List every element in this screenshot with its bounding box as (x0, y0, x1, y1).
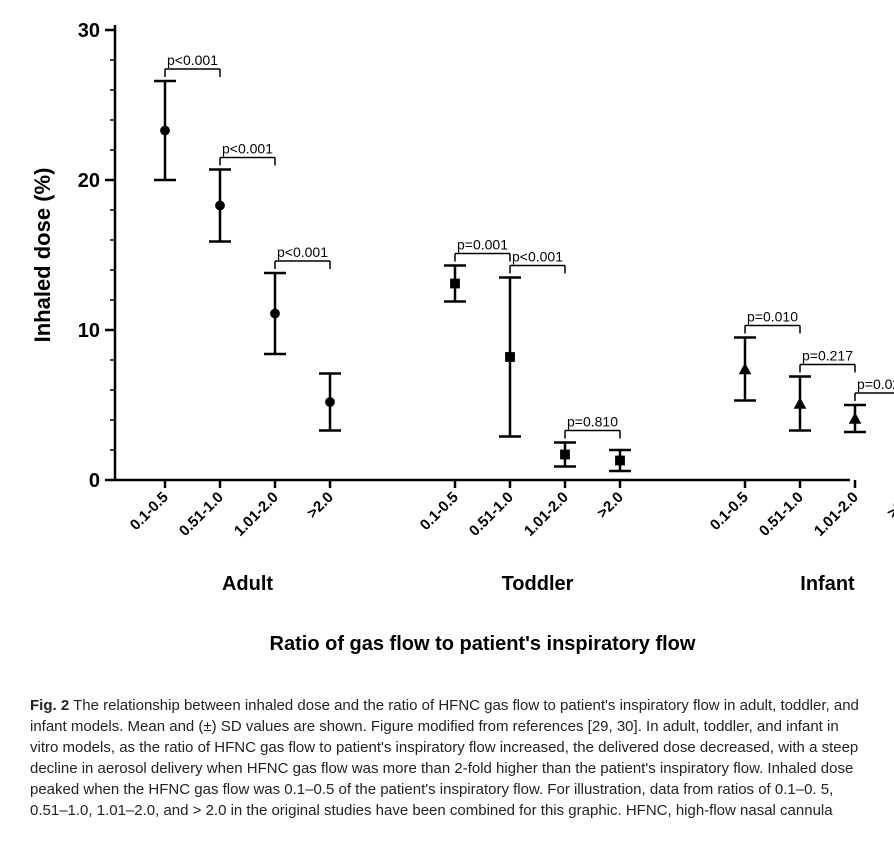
svg-text:20: 20 (78, 170, 100, 192)
svg-text:p<0.001: p<0.001 (222, 141, 273, 157)
svg-text:p<0.001: p<0.001 (167, 52, 218, 68)
svg-text:10: 10 (78, 320, 100, 342)
svg-text:p<0.001: p<0.001 (512, 249, 563, 265)
caption-lead: Fig. 2 (30, 697, 69, 714)
svg-text:30: 30 (78, 20, 100, 42)
svg-text:p=0.217: p=0.217 (802, 348, 853, 364)
svg-text:Adult: Adult (222, 573, 273, 595)
caption-text: The relationship between inhaled dose an… (30, 697, 859, 819)
inhaled-dose-chart: 0102030Inhaled dose (%)0.1-0.50.51-1.01.… (0, 0, 894, 690)
svg-text:Infant: Infant (800, 573, 855, 595)
svg-text:p=0.810: p=0.810 (567, 414, 618, 430)
svg-text:Ratio of gas flow to patient's: Ratio of gas flow to patient's inspirato… (270, 633, 696, 655)
svg-text:0: 0 (89, 470, 100, 492)
svg-text:Toddler: Toddler (502, 573, 574, 595)
svg-text:p=0.026: p=0.026 (857, 376, 894, 392)
svg-text:p<0.001: p<0.001 (277, 244, 328, 260)
svg-text:p=0.010: p=0.010 (747, 309, 798, 325)
figure-container: { "chart":{ "type":"errorbar", "ylabel":… (0, 0, 894, 865)
svg-text:p=0.001: p=0.001 (457, 237, 508, 253)
figure-caption: Fig. 2 The relationship between inhaled … (30, 695, 864, 821)
svg-text:Inhaled dose (%): Inhaled dose (%) (30, 168, 55, 343)
